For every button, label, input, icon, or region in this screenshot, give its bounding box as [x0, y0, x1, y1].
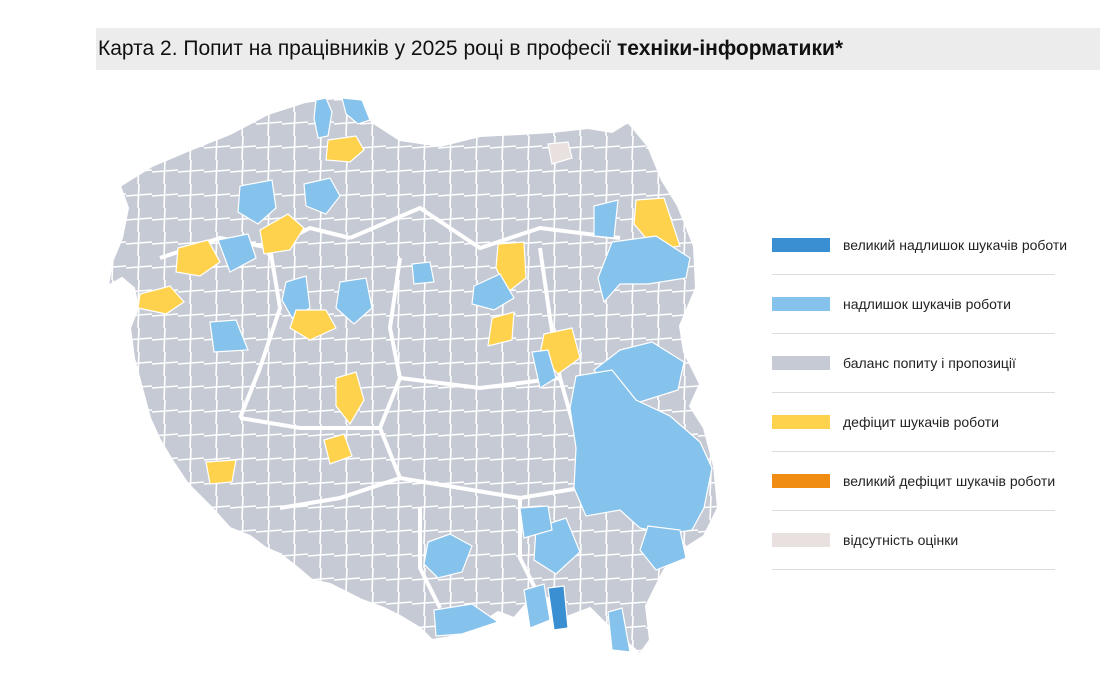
region-surplus-west-3: [217, 233, 257, 273]
legend-item-large-surplus: великий надлишок шукачів роботи: [772, 216, 1067, 275]
region-surplus-krakow-east: [423, 533, 473, 579]
legend-label: дефіцит шукачів роботи: [843, 414, 999, 430]
map-title-bold: техніки-інформатики*: [617, 37, 844, 60]
region-surplus-warsaw-south: [531, 349, 557, 389]
legend-label: великий надлишок шукачів роботи: [843, 237, 1068, 253]
region-surplus-poznan: [335, 277, 373, 325]
legend-swatch: [772, 533, 830, 547]
region-surplus-tarnow: [519, 505, 553, 539]
region-surplus-przemysl: [639, 525, 687, 571]
legend-item-no-estimate: відсутність оцінки: [772, 511, 1055, 570]
legend-item-surplus: надлишок шукачів роботи: [772, 275, 1055, 334]
legend-item-large-deficit: великий дефіцит шукачів роботи: [772, 452, 1055, 511]
region-deficit-pomerania: [325, 135, 365, 163]
map-title: Карта 2. Попит на працівників у 2025 роц…: [96, 28, 1100, 70]
poland-map: [106, 96, 720, 656]
region-deficit-lodz-south: [323, 433, 353, 465]
legend-item-deficit: дефіцит шукачів роботи: [772, 393, 1055, 452]
legend-item-balance: баланс попиту і пропозиції: [772, 334, 1055, 393]
region-surplus-west-1: [237, 179, 277, 225]
legend-swatch: [772, 297, 830, 311]
region-deficit-szczecin-south: [137, 285, 185, 315]
region-deficit-poznan-south: [289, 309, 337, 341]
legend-swatch: [772, 415, 830, 429]
region-surplus-lubuskie: [209, 319, 249, 353]
region-surplus-nowy-sacz: [523, 583, 551, 629]
region-surplus-mazury: [593, 199, 619, 239]
legend-label: баланс попиту і пропозиції: [843, 355, 1016, 371]
region-surplus-bydgoszcz: [303, 177, 341, 215]
region-deficit-wroclaw-south: [205, 459, 237, 485]
legend-swatch: [772, 356, 830, 370]
region-deficit-plock-south: [487, 311, 515, 347]
region-surplus-bialystok: [597, 235, 691, 304]
region-surplus-gdansk: [313, 97, 333, 139]
legend-swatch: [772, 238, 830, 252]
region-surplus-hel: [341, 97, 371, 125]
region-deficit-lodz-north: [335, 371, 365, 426]
map-legend: великий надлишок шукачів роботи надлишок …: [772, 216, 1067, 570]
region-surplus-torun: [411, 261, 435, 285]
region-large-surplus-krosno: [547, 585, 569, 631]
region-fills: [137, 97, 713, 653]
region-no-estimate-north: [547, 141, 573, 165]
region-surplus-plock: [471, 273, 515, 311]
district-borders: [108, 98, 718, 654]
legend-label: надлишок шукачів роботи: [843, 296, 1011, 312]
legend-label: великий дефіцит шукачів роботи: [843, 473, 1056, 489]
legend-swatch: [772, 474, 830, 488]
region-deficit-west-1: [175, 239, 221, 277]
region-surplus-sanok: [607, 607, 631, 653]
legend-label: відсутність оцінки: [843, 532, 959, 548]
region-surplus-bielsko: [433, 603, 500, 637]
map-title-prefix: Карта 2. Попит на працівників у 2025 роц…: [98, 37, 612, 60]
region-deficit-west-2: [259, 213, 305, 255]
